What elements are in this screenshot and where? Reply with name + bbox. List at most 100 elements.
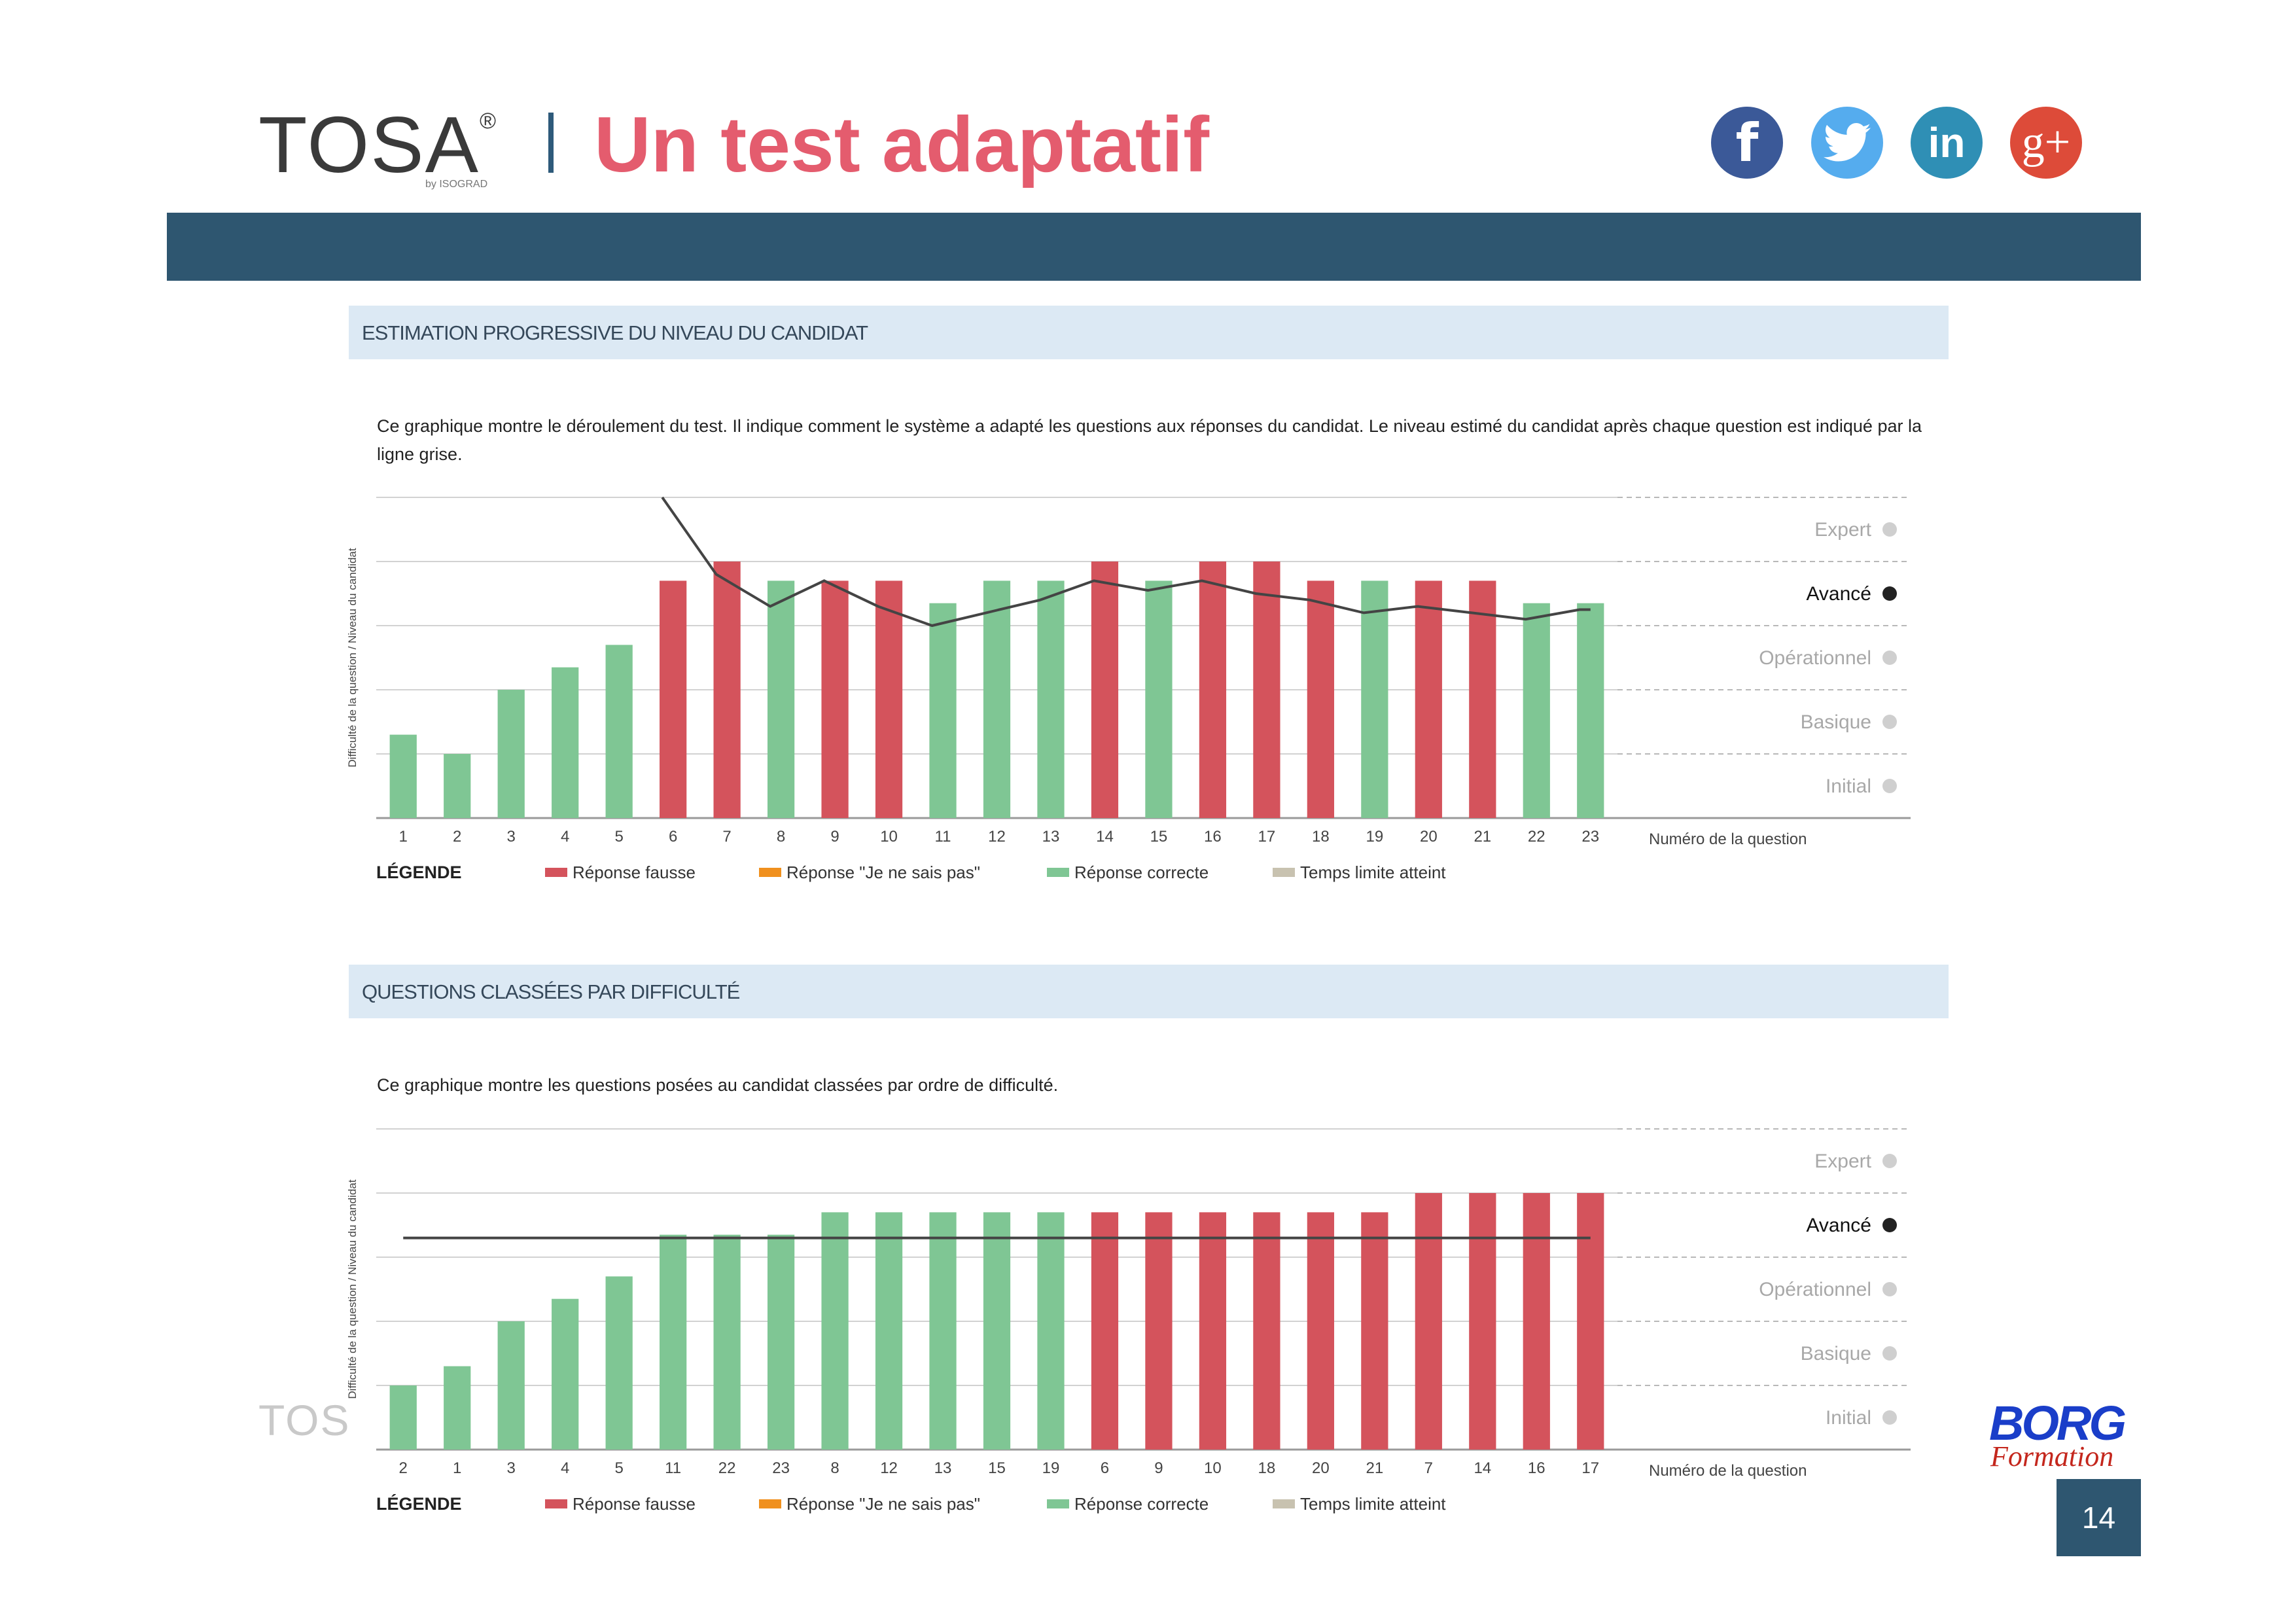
section-description: Ce graphique montre le déroulement du te…: [377, 416, 1922, 464]
legend-label: Réponse "Je ne sais pas": [786, 863, 980, 882]
x-tick-label: 21: [1366, 1459, 1383, 1477]
legend-title: LÉGENDE: [376, 862, 462, 882]
x-tick-label: 4: [561, 1459, 569, 1477]
title-separator: [548, 113, 554, 173]
x-tick-label: 7: [1424, 1459, 1433, 1477]
x-tick-label: 8: [830, 1459, 839, 1477]
bar: [605, 645, 633, 818]
facebook-icon[interactable]: f: [1711, 107, 1783, 179]
x-tick-label: 19: [1366, 828, 1383, 846]
linkedin-icon[interactable]: in: [1911, 107, 1983, 179]
legend-swatch: [545, 868, 567, 877]
legend-label: Réponse correcte: [1074, 1494, 1209, 1514]
level-dot: [1882, 651, 1897, 665]
level-label: Avancé: [1806, 1215, 1871, 1236]
x-tick-label: 7: [722, 828, 731, 846]
bar: [767, 580, 795, 818]
x-tick-label: 5: [614, 1459, 623, 1477]
bar: [605, 1276, 633, 1450]
x-tick-label: 2: [399, 1459, 408, 1477]
x-tick-label: 20: [1420, 828, 1438, 846]
x-tick-label: 4: [561, 828, 569, 846]
level-label: Expert: [1814, 519, 1871, 541]
x-tick-label: 13: [934, 1459, 952, 1477]
level-label: Basique: [1801, 1343, 1871, 1364]
chart-estimation: Expert Avancé Opérationnel Basique Initial Di…: [346, 496, 1911, 882]
level-dot: [1882, 715, 1897, 729]
x-tick-label: 21: [1474, 828, 1491, 846]
x-tick-label: 14: [1474, 1459, 1491, 1477]
legend-swatch: [759, 868, 781, 877]
legend-title: LÉGENDE: [376, 1493, 462, 1514]
bar: [552, 1298, 579, 1450]
x-tick-label: 6: [669, 828, 677, 846]
bar: [1037, 580, 1065, 818]
borg-logo-subtitle: Formation: [1990, 1440, 2114, 1472]
legend-label: Temps limite atteint: [1300, 863, 1446, 882]
level-dot: [1882, 1154, 1897, 1168]
legend-label: Réponse fausse: [573, 863, 696, 882]
bar: [1145, 1212, 1173, 1450]
bar: [1361, 580, 1388, 818]
google-plus-icon[interactable]: g+: [2010, 107, 2082, 179]
x-tick-label: 23: [1581, 828, 1599, 846]
bar: [660, 580, 687, 818]
bar: [767, 1234, 795, 1450]
page-title: Un test adaptatif: [594, 101, 1210, 188]
legend-label: Temps limite atteint: [1300, 1494, 1446, 1514]
bar: [983, 1212, 1011, 1450]
level-label: Initial: [1826, 1407, 1871, 1429]
level-label: Opérationnel: [1759, 1279, 1871, 1300]
bar: [713, 1234, 741, 1450]
bar: [1523, 1193, 1550, 1450]
x-tick-label: 12: [880, 1459, 898, 1477]
bar: [875, 1212, 903, 1450]
bar: [660, 1234, 687, 1450]
level-label: Opérationnel: [1759, 647, 1871, 669]
x-tick-label: 11: [665, 1459, 681, 1477]
x-tick-label: 16: [1528, 1459, 1545, 1477]
level-label: Initial: [1826, 776, 1871, 797]
bar: [444, 1366, 471, 1450]
x-tick-label: 11: [935, 828, 951, 846]
bar: [875, 580, 903, 818]
x-tick-label: 1: [399, 828, 408, 846]
tosa-watermark: TOS: [258, 1396, 351, 1444]
tosa-logo-subtitle: by ISOGRAD: [425, 179, 488, 190]
chart-classement: Expert Avancé Opérationnel Basique Initial Di…: [346, 1128, 1911, 1514]
x-tick-label: 8: [777, 828, 785, 846]
level-label: Avancé: [1806, 583, 1871, 605]
x-tick-label: 15: [1150, 828, 1168, 846]
bar: [1037, 1212, 1065, 1450]
level-dot: [1882, 586, 1897, 601]
level-dot: [1882, 1346, 1897, 1361]
bar: [821, 1212, 849, 1450]
legend-swatch: [759, 1499, 781, 1508]
bar: [983, 580, 1011, 818]
tosa-logo: TOSA®: [258, 100, 498, 189]
bar: [929, 603, 957, 818]
legend-label: Réponse "Je ne sais pas": [786, 1494, 980, 1514]
x-axis-label: Numéro de la question: [1649, 1462, 1807, 1480]
bar: [1199, 562, 1227, 818]
bar: [389, 734, 417, 818]
x-tick-label: 19: [1042, 1459, 1060, 1477]
level-dot: [1882, 1282, 1897, 1296]
section-title: ESTIMATION PROGRESSIVE DU NIVEAU DU CAND…: [362, 321, 868, 344]
level-line: [661, 496, 1591, 628]
x-tick-label: 1: [453, 1459, 461, 1477]
legend-swatch: [545, 1499, 567, 1508]
bar: [1199, 1212, 1227, 1450]
level-label: Basique: [1801, 711, 1871, 733]
bar: [1577, 1193, 1604, 1450]
x-tick-label: 23: [772, 1459, 790, 1477]
x-tick-label: 3: [507, 1459, 516, 1477]
section-header-estimation: ESTIMATION PROGRESSIVE DU NIVEAU DU CAND…: [349, 306, 1949, 359]
y-axis-label: Difficulté de la question / Niveau du ca…: [346, 1179, 359, 1399]
legend-swatch: [1047, 1499, 1069, 1508]
x-tick-label: 20: [1312, 1459, 1330, 1477]
bar: [821, 580, 849, 818]
twitter-icon[interactable]: [1811, 107, 1883, 179]
x-tick-label: 14: [1096, 828, 1114, 846]
x-tick-label: 9: [830, 828, 839, 846]
